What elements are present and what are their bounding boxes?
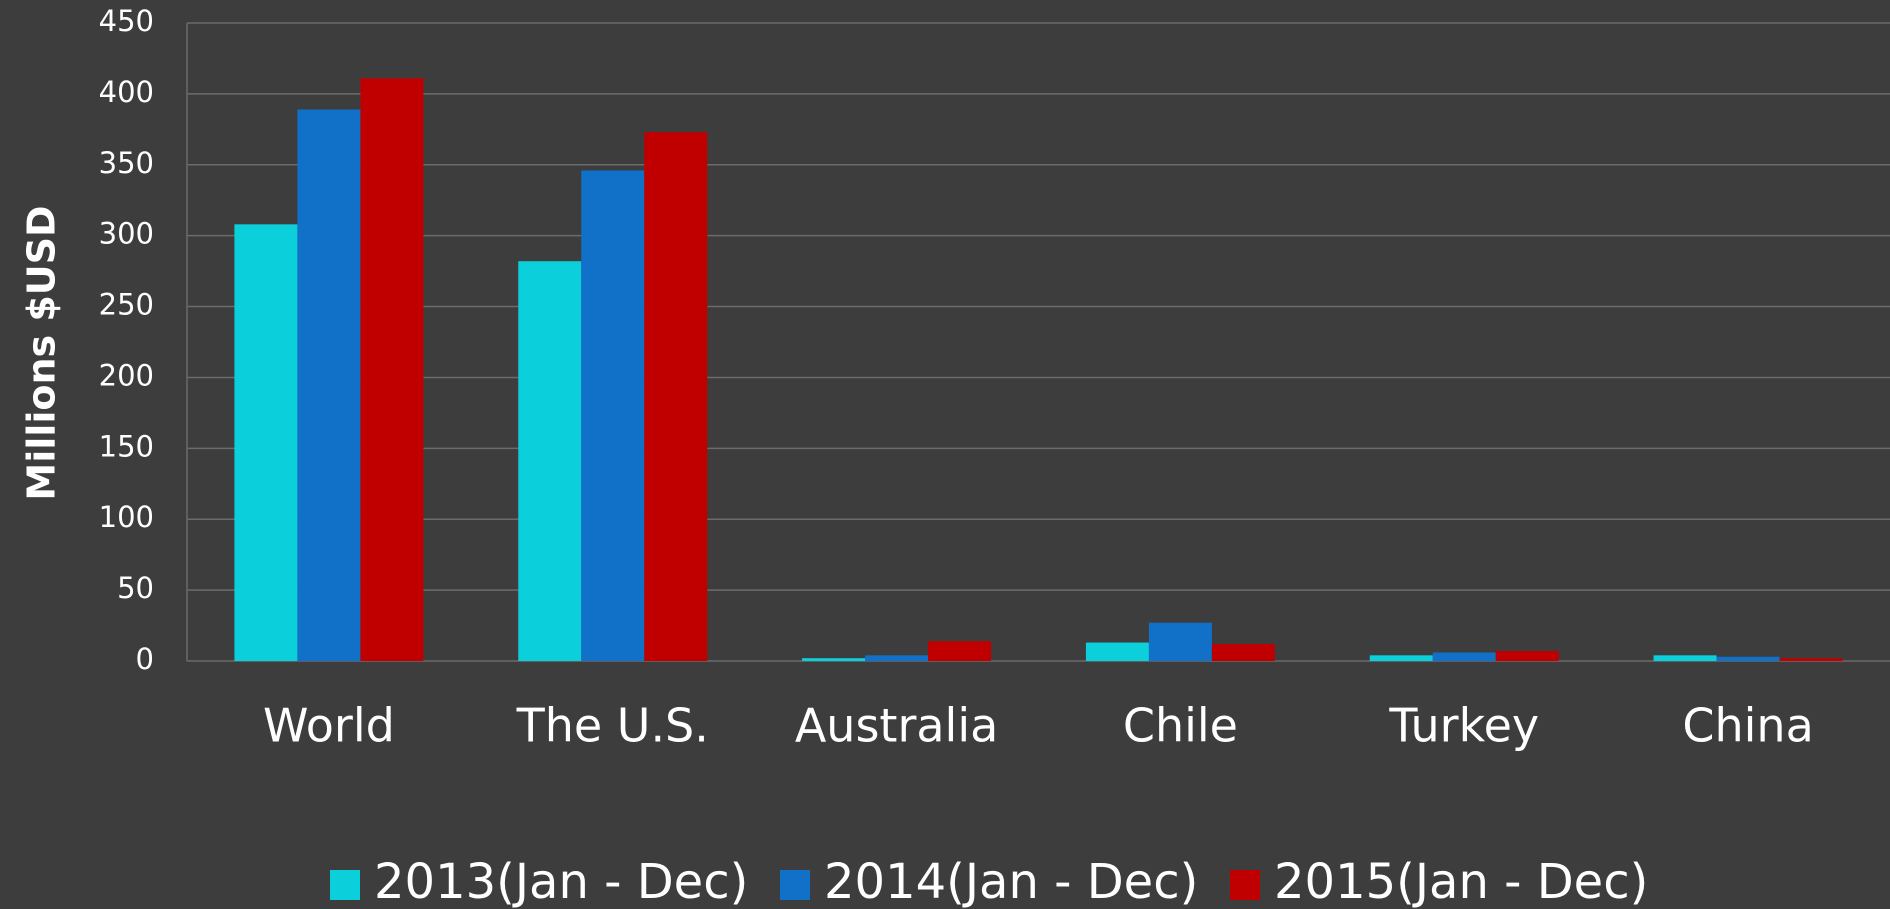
bar <box>928 641 992 661</box>
y-tick-label: 50 <box>117 571 154 605</box>
legend-label: 2013(Jan - Dec) <box>374 854 748 909</box>
legend-swatch <box>330 870 360 900</box>
y-tick-label: 0 <box>136 642 154 676</box>
bar <box>802 658 866 661</box>
legend-swatch <box>780 870 810 900</box>
bar <box>1148 622 1212 661</box>
y-axis-label: Millions $USD <box>20 205 64 500</box>
bar <box>1369 655 1433 661</box>
x-tick-label: Chile <box>1123 699 1238 753</box>
bar <box>865 655 929 661</box>
y-tick-label: 400 <box>99 75 154 109</box>
bar <box>1495 651 1559 661</box>
bar <box>360 78 424 661</box>
y-tick-label: 250 <box>99 288 154 322</box>
y-tick-label: 150 <box>99 429 154 463</box>
bar <box>297 109 361 662</box>
legend-label: 2015(Jan - Dec) <box>1274 854 1648 909</box>
bar <box>1085 642 1149 661</box>
y-tick-label: 300 <box>99 217 154 251</box>
legend-swatch <box>1230 870 1260 900</box>
y-tick-label: 350 <box>99 146 154 180</box>
bar <box>1716 656 1780 661</box>
y-tick-label: 200 <box>99 358 154 392</box>
y-tick-label: 450 <box>99 4 154 38</box>
bar <box>581 170 645 661</box>
x-tick-label: Turkey <box>1388 699 1539 753</box>
bar <box>644 132 708 661</box>
bar <box>518 261 582 661</box>
x-tick-label: China <box>1682 699 1813 753</box>
bar <box>1211 643 1275 661</box>
bar <box>1653 655 1717 661</box>
x-tick-label: Australia <box>795 699 998 753</box>
legend-label: 2014(Jan - Dec) <box>824 854 1198 909</box>
bar <box>1432 652 1496 661</box>
bar <box>234 224 298 661</box>
x-tick-label: World <box>263 699 395 753</box>
x-tick-label: The U.S. <box>516 699 709 753</box>
y-tick-label: 100 <box>99 500 154 534</box>
bar <box>1779 658 1843 661</box>
